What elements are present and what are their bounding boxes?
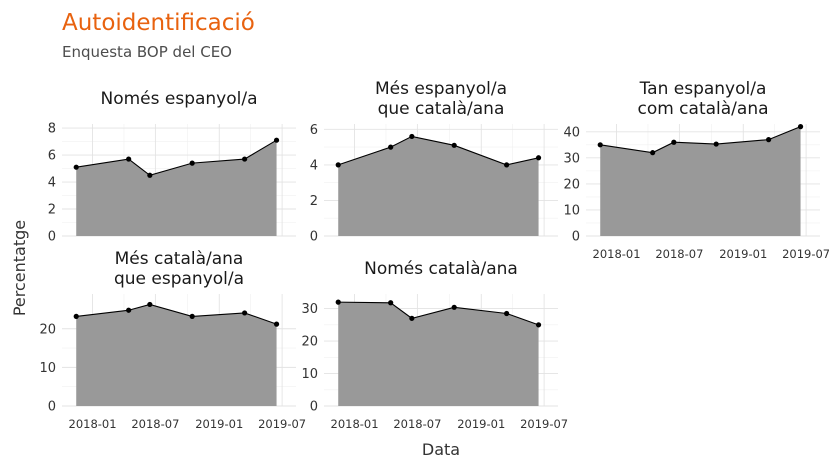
data-point <box>73 164 79 170</box>
y-tick-label: 8 <box>48 122 56 137</box>
data-point <box>797 124 804 130</box>
data-point <box>126 156 132 162</box>
data-point <box>126 307 132 313</box>
y-tick-label: 0 <box>48 230 56 245</box>
series-line <box>338 135 539 166</box>
y-tick-label: 30 <box>301 302 318 317</box>
data-point <box>388 144 394 150</box>
data-point <box>388 300 394 306</box>
series-line <box>76 139 277 176</box>
y-tick-label: 10 <box>301 367 318 382</box>
y-tick-label: 20 <box>301 335 318 350</box>
data-point <box>335 162 341 168</box>
x-axis-title: Data <box>422 440 460 459</box>
x-tick-label: 2018-07 <box>655 247 703 261</box>
data-point <box>335 299 341 305</box>
y-tick-label: 0 <box>310 230 318 245</box>
x-tick-label: 2018-01 <box>331 417 379 431</box>
area-fill <box>338 302 539 406</box>
data-point <box>147 172 153 178</box>
data-point <box>273 137 280 143</box>
y-tick-label: 40 <box>563 125 580 140</box>
data-point <box>273 321 280 327</box>
y-tick-label: 10 <box>39 361 56 376</box>
panel: 0 2 4 6 8 Només espanyol/a <box>48 89 296 245</box>
data-point <box>242 310 248 316</box>
y-tick-label: 10 <box>563 203 580 218</box>
data-point <box>242 156 248 162</box>
data-point <box>451 304 457 310</box>
area-fill <box>76 304 277 406</box>
y-tick-label: 2 <box>48 203 56 218</box>
y-tick-label: 6 <box>310 123 318 138</box>
y-tick-label: 4 <box>48 176 56 191</box>
panel-title: Més català/ana <box>115 249 244 269</box>
series-line <box>76 303 277 325</box>
data-point <box>189 313 195 319</box>
y-tick-label: 0 <box>48 400 56 415</box>
y-tick-label: 20 <box>563 177 580 192</box>
x-tick-label: 2019-01 <box>195 417 243 431</box>
area-fill <box>600 126 801 236</box>
data-point <box>147 301 153 308</box>
panel-title: que espanyol/a <box>114 269 244 289</box>
x-tick-label: 2019-07 <box>782 247 829 261</box>
series-line <box>600 126 801 154</box>
x-tick-label: 2018-01 <box>69 417 117 431</box>
data-point <box>451 142 457 148</box>
y-tick-label: 20 <box>39 322 56 337</box>
x-tick-label: 2019-07 <box>520 417 568 431</box>
panel-title: Només català/ana <box>364 259 518 279</box>
x-tick-label: 2019-01 <box>457 417 505 431</box>
y-tick-label: 0 <box>572 230 580 245</box>
data-point <box>504 310 510 317</box>
x-tick-label: 2018-07 <box>131 417 179 431</box>
y-tick-label: 2 <box>310 194 318 209</box>
data-point <box>713 141 719 147</box>
data-point <box>73 313 79 319</box>
panel-title: Més espanyol/a <box>375 79 507 99</box>
x-tick-label: 2019-07 <box>258 417 306 431</box>
data-point <box>650 150 656 156</box>
panel: 0 10 20 30 Només català/ana 2018-01 2018-07 201… <box>301 259 568 431</box>
panel-title: Només espanyol/a <box>100 89 257 109</box>
data-point <box>409 133 415 140</box>
data-point <box>766 137 772 143</box>
y-tick-label: 30 <box>563 151 580 166</box>
panel-title: Tan espanyol/a <box>639 79 767 99</box>
data-point <box>535 322 542 328</box>
series-line <box>338 301 539 326</box>
area-fill <box>76 140 277 236</box>
area-fill <box>338 136 539 236</box>
y-tick-label: 4 <box>310 158 318 173</box>
panel-title: com català/ana <box>637 99 768 119</box>
data-point <box>409 315 415 321</box>
chart-subtitle: Enquesta BOP del CEO <box>62 43 232 61</box>
x-tick-label: 2018-01 <box>593 247 641 261</box>
x-tick-label: 2018-07 <box>393 417 441 431</box>
data-point <box>189 160 195 166</box>
y-axis-title: Percentatge <box>10 220 29 316</box>
data-point <box>597 142 603 148</box>
y-tick-label: 0 <box>310 400 318 415</box>
data-point <box>671 139 677 145</box>
y-tick-label: 6 <box>48 149 56 164</box>
data-point <box>535 155 542 161</box>
panel-title: que català/ana <box>378 99 505 119</box>
chart-title: Autoidentificació <box>62 10 255 36</box>
data-point <box>504 162 510 168</box>
x-tick-label: 2019-01 <box>719 247 767 261</box>
